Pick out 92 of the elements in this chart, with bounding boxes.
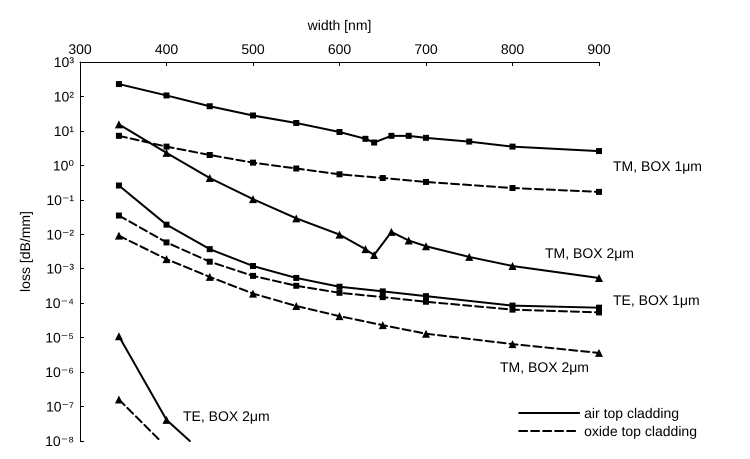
point — [406, 132, 412, 139]
point — [293, 166, 300, 172]
x-axis-title: width [nm] — [306, 17, 372, 33]
y-tick-label: 10¹ — [54, 122, 74, 139]
x-tick-label: 500 — [241, 41, 265, 57]
point — [336, 312, 344, 320]
point — [250, 112, 256, 119]
point — [370, 251, 378, 260]
point — [164, 222, 170, 228]
point — [164, 239, 170, 246]
point — [596, 148, 602, 154]
point — [162, 148, 170, 157]
point — [249, 195, 257, 204]
x-tick-label: 300 — [68, 41, 92, 57]
y-tick-label: 10² — [54, 88, 74, 104]
point — [336, 290, 342, 296]
point — [595, 348, 603, 357]
point — [466, 138, 472, 145]
annotation: TM, BOX 2μm — [545, 245, 634, 261]
point — [293, 120, 300, 126]
point — [336, 128, 342, 135]
point — [404, 236, 413, 244]
point — [206, 246, 213, 252]
x-tick-label: 900 — [587, 41, 611, 57]
point — [206, 174, 214, 182]
point — [361, 245, 370, 254]
point — [336, 230, 344, 239]
point — [336, 284, 342, 290]
point — [206, 272, 214, 281]
point — [162, 255, 170, 264]
y-tick-label: 10⁻⁴ — [45, 295, 74, 312]
point — [380, 288, 386, 294]
y-tick-label: 10⁰ — [52, 157, 74, 174]
text: TM, BOX 1μm — [613, 158, 702, 174]
point — [508, 340, 516, 348]
point — [250, 160, 256, 166]
point — [422, 242, 430, 250]
point — [293, 274, 300, 281]
point — [388, 132, 394, 139]
point — [380, 174, 386, 181]
point — [508, 262, 516, 270]
point — [164, 144, 170, 150]
point — [116, 132, 122, 139]
point — [206, 258, 213, 265]
legend-label: oxide top cladding — [584, 423, 698, 439]
point — [423, 298, 429, 305]
point — [250, 263, 256, 269]
point — [423, 293, 429, 300]
point — [164, 92, 170, 98]
point — [510, 144, 516, 150]
point — [114, 120, 123, 128]
point — [422, 330, 430, 338]
x-tick-label: 800 — [500, 41, 524, 57]
point — [116, 81, 122, 88]
point — [362, 136, 368, 142]
y-tick-label: 10⁻³ — [46, 260, 74, 277]
y-tick-label: 10³ — [54, 54, 74, 70]
point — [336, 171, 342, 178]
point — [387, 228, 396, 236]
point — [371, 140, 378, 146]
x-tick-label: 700 — [414, 41, 438, 57]
point — [206, 103, 213, 110]
point — [293, 282, 300, 289]
point — [465, 252, 474, 261]
point — [114, 232, 123, 240]
point — [595, 274, 603, 282]
point — [596, 188, 602, 195]
y-tick-label: 10⁻⁶ — [45, 364, 74, 380]
point — [423, 134, 429, 141]
y-axis-title: loss [dB/mm] — [17, 211, 33, 292]
point — [116, 182, 122, 189]
point — [378, 321, 387, 330]
y-tick-label: 10⁻⁸ — [45, 433, 74, 449]
point — [292, 302, 300, 310]
y-tick-label: 10⁻⁷ — [46, 398, 74, 415]
point — [380, 294, 386, 300]
point — [292, 214, 300, 222]
x-tick-label: 400 — [154, 41, 178, 57]
y-tick-label: 10⁻² — [46, 226, 74, 242]
text: TE, BOX 1μm — [613, 292, 700, 308]
y-tick-label: 10⁻⁵ — [45, 330, 74, 346]
point — [206, 152, 213, 158]
point — [510, 185, 516, 192]
annotation: TE, BOX 2μm — [183, 408, 270, 424]
legend-label: air top cladding — [584, 405, 680, 421]
point — [116, 212, 122, 219]
point — [249, 290, 257, 298]
point — [250, 272, 256, 279]
x-tick-label: 600 — [328, 41, 352, 57]
y-tick-label: 10⁻¹ — [46, 192, 74, 208]
annotation: TM, BOX 2μm — [500, 359, 589, 375]
point — [423, 178, 429, 185]
